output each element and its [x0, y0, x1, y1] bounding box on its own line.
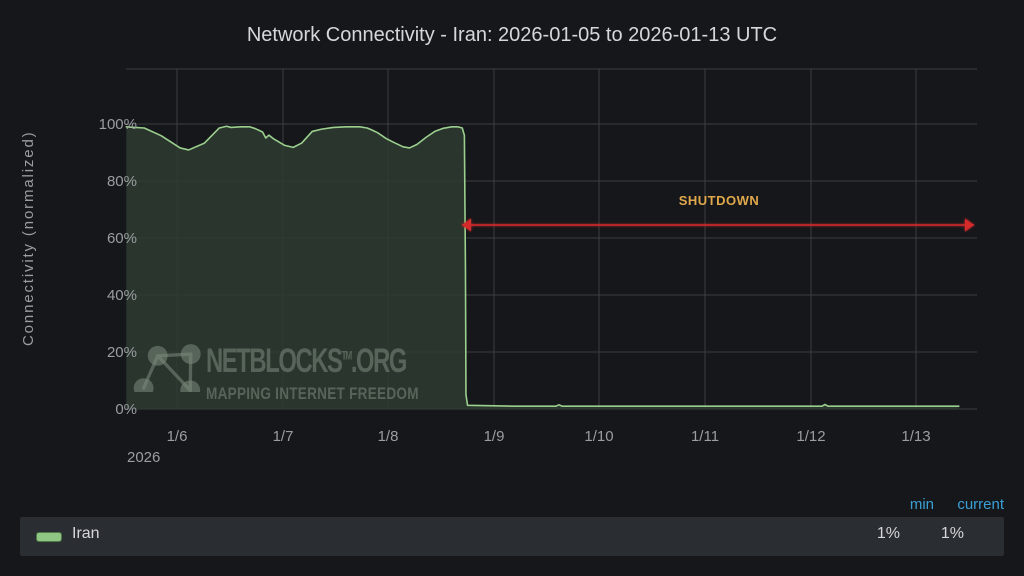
svg-text:SHUTDOWN: SHUTDOWN — [679, 193, 760, 208]
